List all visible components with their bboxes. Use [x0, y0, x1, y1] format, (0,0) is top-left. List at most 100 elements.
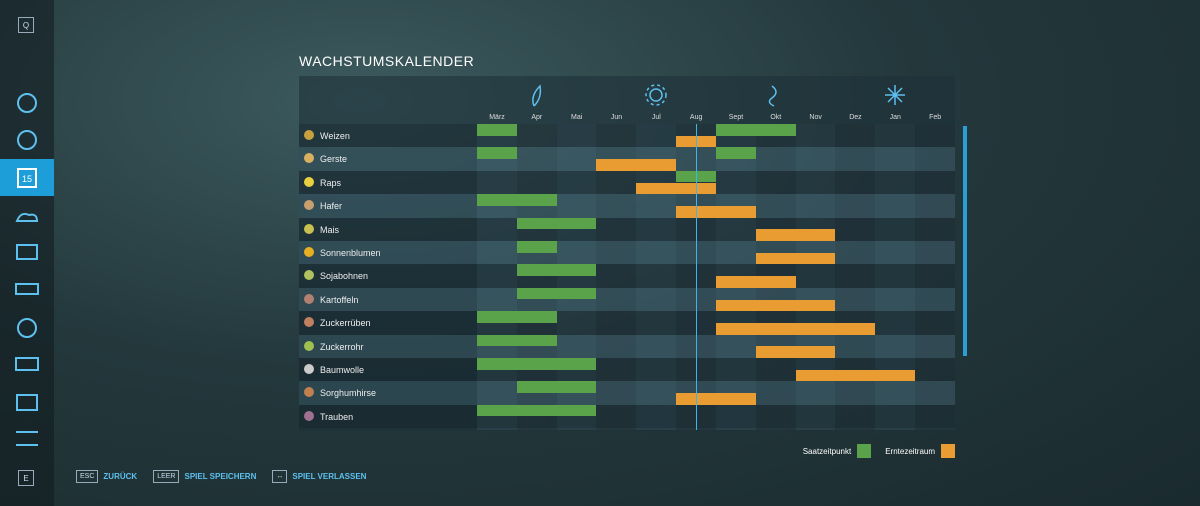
key-hint: ↔	[272, 470, 288, 483]
icon[interactable]	[17, 168, 37, 188]
key-hint: ESC	[76, 470, 99, 483]
month-column	[477, 124, 517, 430]
sowing-bar	[477, 404, 597, 417]
legend-label: Erntezeitraum	[885, 446, 935, 456]
month-label: Jun	[610, 114, 623, 121]
month-label: Sept	[728, 114, 744, 121]
icon-day: 15	[22, 174, 32, 184]
icon[interactable]	[15, 357, 39, 371]
key-hint: E	[18, 470, 34, 486]
crop-row[interactable]	[299, 404, 955, 429]
sowing-bar	[516, 381, 597, 394]
harvest-bar	[636, 182, 716, 195]
legend-label: Saatzeitpunkt	[802, 446, 852, 456]
legend-swatch	[941, 444, 955, 458]
legend-swatch	[857, 444, 872, 458]
crop-name: Zuckerrüben	[320, 318, 371, 329]
crop-icon	[304, 364, 314, 374]
month-label: Feb	[929, 114, 942, 121]
crop-icon	[304, 340, 314, 351]
crop-icon	[304, 223, 314, 234]
harvest-bar	[755, 229, 836, 241]
sowing-bar	[477, 358, 597, 370]
harvest-bar	[715, 276, 796, 288]
sowing-bar	[477, 147, 517, 160]
month-label: Nov	[809, 114, 822, 121]
sowing-bar	[715, 147, 756, 160]
sidebar-icons: 15	[15, 93, 39, 446]
crop-row[interactable]	[299, 287, 955, 312]
month-label: Dez	[849, 114, 862, 121]
crop-icon	[304, 293, 314, 304]
crop-row[interactable]	[299, 147, 955, 171]
crop-row[interactable]	[299, 194, 955, 218]
crop-icon	[304, 176, 314, 187]
crop-row[interactable]	[299, 381, 955, 405]
season-icons	[532, 84, 905, 107]
crop-icon	[304, 387, 314, 398]
crop-row[interactable]	[299, 170, 955, 195]
crop-name: Hafer	[320, 201, 343, 212]
crop-row[interactable]	[299, 358, 955, 382]
month-label: Jan	[889, 114, 901, 121]
crop-name: Baumwolle	[320, 365, 365, 375]
month-label: Apr	[531, 114, 543, 121]
icon[interactable]	[15, 283, 39, 295]
sowing-bar	[516, 264, 597, 277]
button-label: ZURÜCK	[103, 472, 138, 481]
month-column	[556, 124, 597, 430]
crop-name: Mais	[320, 224, 340, 235]
crop-row[interactable]	[299, 217, 955, 241]
sowing-bar	[516, 217, 597, 230]
icon[interactable]	[15, 212, 39, 222]
month-column	[636, 124, 677, 430]
crop-icon	[304, 247, 314, 257]
crop-name: Zuckerrohr	[320, 341, 364, 352]
sidebar: Q 15 E	[0, 0, 54, 506]
crop-name: Trauben	[320, 411, 354, 422]
active-tab[interactable]	[0, 159, 54, 196]
month-label: Aug	[689, 114, 703, 121]
crop-icon	[304, 317, 314, 328]
key-hint: Q	[18, 17, 34, 33]
icon[interactable]	[17, 318, 37, 338]
harvest-bar	[715, 322, 876, 335]
icon[interactable]	[16, 394, 38, 411]
harvest-bar	[596, 159, 677, 171]
crop-name: Gerste	[320, 154, 348, 165]
crop-row[interactable]	[299, 241, 955, 265]
button-label: SPIEL SPEICHERN	[184, 472, 257, 481]
sowing-bar	[516, 241, 557, 253]
icon[interactable]	[16, 431, 38, 446]
crop-name: Kartoffeln	[320, 294, 359, 305]
harvest-bar	[755, 346, 836, 358]
crop-icon	[304, 200, 314, 211]
icon[interactable]	[17, 130, 37, 150]
month-label: Okt	[770, 114, 782, 121]
crop-icon	[304, 130, 314, 140]
crop-name: Weizen	[320, 131, 350, 141]
crop-icon	[304, 410, 314, 421]
key-hint: LEER	[153, 470, 180, 483]
icon[interactable]	[17, 93, 37, 113]
crop-name: Sojabohnen	[320, 271, 369, 282]
harvest-bar	[795, 369, 916, 382]
scrollbar[interactable]	[963, 126, 967, 356]
footer-button[interactable]: LEER SPIEL SPEICHERN	[153, 470, 256, 483]
title: WACHSTUMSKALENDER	[299, 53, 475, 69]
crop-row[interactable]	[299, 124, 955, 148]
current-date-line	[696, 124, 697, 430]
footer-button[interactable]: ESC ZURÜCK	[76, 470, 137, 483]
month-label: Mai	[571, 114, 583, 121]
sowing-bar	[516, 287, 597, 300]
harvest-bar	[755, 252, 836, 265]
crop-row[interactable]	[299, 264, 955, 288]
footer-button[interactable]: ↔ SPIEL VERLASSEN	[272, 470, 366, 483]
crop-icon	[304, 153, 314, 164]
harvest-bar	[676, 393, 756, 405]
crop-row[interactable]	[299, 334, 955, 358]
footer: ESC ZURÜCK LEER SPIEL SPEICHERN ↔ SPIEL VERLA…	[76, 470, 366, 483]
icon[interactable]	[16, 244, 38, 260]
sowing-bar	[477, 334, 557, 347]
